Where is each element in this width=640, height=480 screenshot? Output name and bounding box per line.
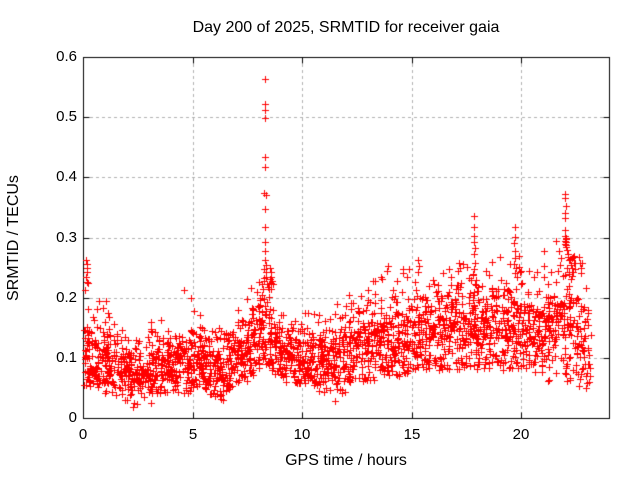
x-tick-label: 5 — [188, 426, 198, 443]
y-tick-label: 0.3 — [56, 229, 77, 246]
x-tick-label: 0 — [78, 426, 88, 443]
x-tick-label: 15 — [403, 426, 421, 443]
x-axis-label: GPS time / hours — [285, 452, 407, 469]
y-tick-label: 0.5 — [56, 108, 77, 125]
y-tick-label: 0.1 — [56, 349, 77, 366]
y-tick-label: 0.4 — [56, 168, 77, 185]
y-tick-label: 0.6 — [56, 48, 77, 65]
x-tick-label: 20 — [512, 426, 530, 443]
y-tick-label: 0.2 — [56, 289, 77, 306]
chart-title: Day 200 of 2025, SRMTID for receiver gai… — [192, 19, 500, 36]
x-tick-label: 10 — [293, 426, 311, 443]
y-tick-label: 0 — [68, 409, 77, 426]
